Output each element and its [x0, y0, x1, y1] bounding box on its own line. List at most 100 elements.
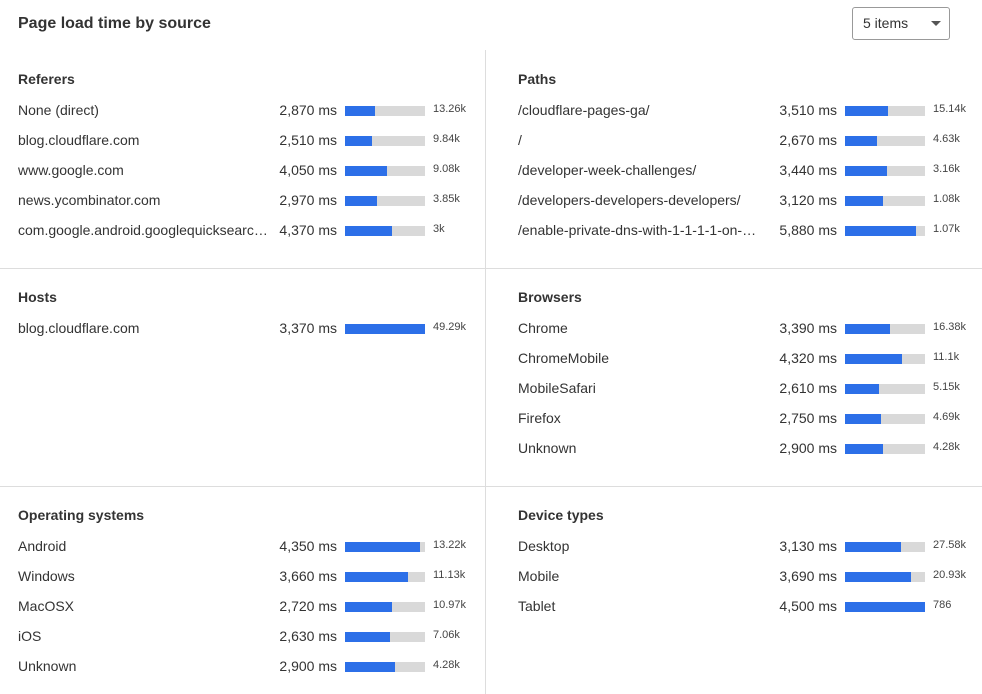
- request-count: 27.58k: [933, 539, 967, 551]
- panel-title: Hosts: [18, 289, 57, 305]
- load-time: 2,510 ms: [279, 132, 337, 148]
- bar: [345, 632, 390, 642]
- bar-track: [845, 444, 925, 454]
- bar-track: [845, 196, 925, 206]
- load-time: 4,500 ms: [779, 598, 837, 614]
- divider: [0, 486, 982, 487]
- items-select[interactable]: 5 items: [852, 7, 950, 40]
- bar-track: [345, 136, 425, 146]
- bar: [845, 136, 877, 146]
- bar-track: [845, 354, 925, 364]
- panel-title: Browsers: [518, 289, 582, 305]
- bar: [845, 196, 884, 206]
- bar-track: [345, 324, 425, 334]
- load-time: 4,350 ms: [279, 538, 337, 554]
- bar-track: [845, 414, 925, 424]
- load-time: 3,510 ms: [779, 102, 837, 118]
- bar-track: [345, 632, 425, 642]
- load-time: 2,750 ms: [779, 410, 837, 426]
- load-time: 2,970 ms: [279, 192, 337, 208]
- load-time: 4,320 ms: [779, 350, 837, 366]
- bar: [345, 106, 376, 116]
- request-count: 4.28k: [433, 659, 460, 671]
- request-count: 15.14k: [933, 103, 967, 115]
- load-time: 2,670 ms: [779, 132, 837, 148]
- load-time: 2,610 ms: [779, 380, 837, 396]
- bar: [345, 136, 373, 146]
- request-count: 9.84k: [433, 133, 460, 145]
- request-count: 4.63k: [933, 133, 960, 145]
- load-time: 4,050 ms: [279, 162, 337, 178]
- page-title: Page load time by source: [18, 15, 211, 32]
- load-time: 2,900 ms: [279, 658, 337, 674]
- bar-track: [345, 226, 425, 236]
- bar-track: [345, 166, 425, 176]
- bar: [345, 196, 377, 206]
- bar-track: [845, 136, 925, 146]
- bar: [845, 414, 881, 424]
- request-count: 4.69k: [933, 411, 960, 423]
- bar: [345, 324, 425, 334]
- load-time: 3,660 ms: [279, 568, 337, 584]
- bar-track: [845, 602, 925, 612]
- bar-track: [345, 572, 425, 582]
- bar: [845, 166, 888, 176]
- bar-track: [845, 384, 925, 394]
- request-count: 4.28k: [933, 441, 960, 453]
- bar-track: [845, 226, 925, 236]
- request-count: 9.08k: [433, 163, 460, 175]
- request-count: 786: [933, 599, 952, 611]
- bar: [845, 324, 890, 334]
- bar: [845, 542, 901, 552]
- request-count: 5.15k: [933, 381, 960, 393]
- load-time: 3,130 ms: [779, 538, 837, 554]
- bar: [845, 226, 917, 236]
- load-time: 2,720 ms: [279, 598, 337, 614]
- load-time: 2,900 ms: [779, 440, 837, 456]
- request-count: 7.06k: [433, 629, 460, 641]
- bar-track: [345, 542, 425, 552]
- load-time: 3,440 ms: [779, 162, 837, 178]
- bar-track: [845, 106, 925, 116]
- request-count: 49.29k: [433, 321, 467, 333]
- request-count: 10.97k: [433, 599, 467, 611]
- bar: [345, 226, 393, 236]
- request-count: 16.38k: [933, 321, 967, 333]
- bar: [845, 106, 889, 116]
- bar-track: [845, 542, 925, 552]
- bar: [845, 572, 912, 582]
- bar-track: [845, 166, 925, 176]
- divider: [0, 268, 982, 269]
- request-count: 1.08k: [933, 193, 960, 205]
- divider: [485, 50, 486, 694]
- bar: [345, 662, 396, 672]
- select-text: 5 items: [863, 15, 909, 31]
- bar-track: [345, 106, 425, 116]
- request-count: 13.26k: [433, 103, 467, 115]
- request-count: 20.93k: [933, 569, 967, 581]
- bar: [845, 354, 902, 364]
- request-count: 11.1k: [933, 351, 960, 363]
- load-time: 5,880 ms: [779, 222, 837, 238]
- bar-track: [845, 324, 925, 334]
- bar: [345, 542, 421, 552]
- bar-track: [345, 602, 425, 612]
- load-time: 4,370 ms: [279, 222, 337, 238]
- load-time: 2,630 ms: [279, 628, 337, 644]
- bar: [845, 602, 925, 612]
- request-count: 1.07k: [933, 223, 960, 235]
- caret: [931, 21, 941, 26]
- load-time: 2,870 ms: [279, 102, 337, 118]
- load-time: 3,120 ms: [779, 192, 837, 208]
- request-count: 3.85k: [433, 193, 460, 205]
- panel-title: Paths: [518, 71, 557, 87]
- request-count: 11.13k: [433, 569, 466, 581]
- load-time: 3,370 ms: [279, 320, 337, 336]
- request-count: 3.16k: [933, 163, 960, 175]
- bar-track: [345, 196, 425, 206]
- bar: [345, 572, 409, 582]
- panel-title: Operating systems: [18, 507, 145, 523]
- load-time: 3,690 ms: [779, 568, 837, 584]
- request-count: 3k: [433, 223, 445, 235]
